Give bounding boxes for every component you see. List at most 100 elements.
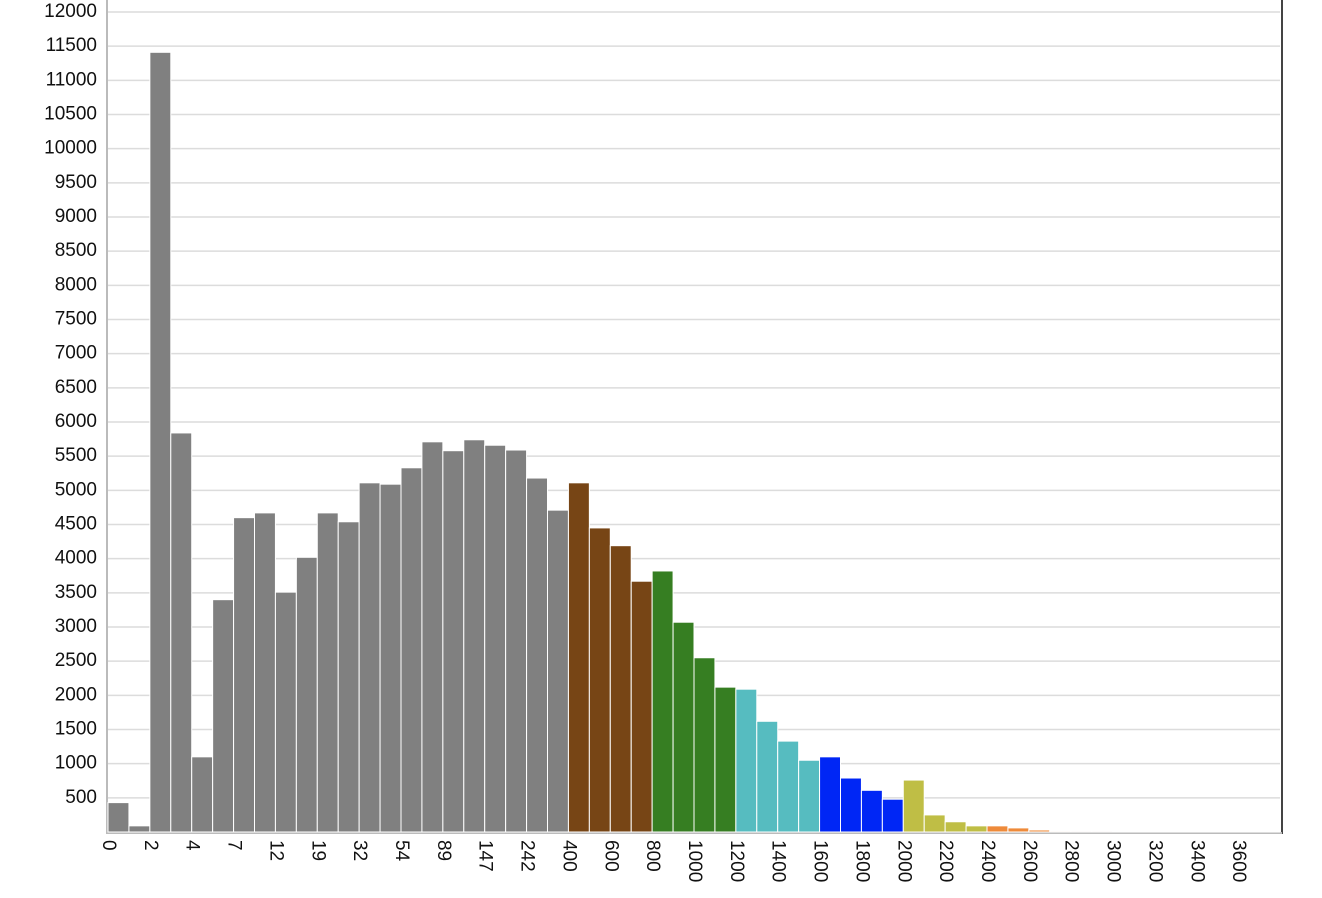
y-tick-label: 9000 xyxy=(55,206,97,227)
y-tick-label: 11000 xyxy=(46,69,97,90)
bar xyxy=(965,825,988,833)
bar xyxy=(400,467,423,833)
bar xyxy=(379,483,402,833)
bar xyxy=(714,686,737,833)
y-tick-label: 3500 xyxy=(55,582,97,603)
bar xyxy=(819,756,841,833)
y-tick-label: 8000 xyxy=(55,274,97,295)
x-tick-label: 2400 xyxy=(977,840,998,882)
x-tick-label: 32 xyxy=(349,840,370,861)
y-tick-label: 8500 xyxy=(55,240,97,261)
bar xyxy=(944,821,967,833)
y-tick-label: 11500 xyxy=(46,35,97,56)
x-tick-label: 0 xyxy=(98,840,119,851)
bar xyxy=(630,580,653,833)
x-tick-label: 2000 xyxy=(893,840,914,882)
x-tick-label: 600 xyxy=(600,840,621,872)
x-tick-label: 147 xyxy=(475,840,496,872)
x-tick-label: 19 xyxy=(307,840,328,861)
bar xyxy=(463,439,486,833)
bar xyxy=(212,599,235,833)
bar xyxy=(986,825,1009,833)
bar xyxy=(609,545,632,833)
bar xyxy=(672,621,695,833)
bar xyxy=(191,756,214,833)
y-tick-label: 10000 xyxy=(44,138,97,159)
bar xyxy=(840,777,862,833)
bar xyxy=(505,449,528,833)
x-tick-label: 4 xyxy=(182,840,203,851)
bar xyxy=(651,570,674,833)
bar xyxy=(128,825,151,833)
x-tick-label: 3000 xyxy=(1103,840,1124,882)
x-tick-label: 3400 xyxy=(1186,840,1207,882)
bar xyxy=(756,720,779,833)
y-tick-label: 7500 xyxy=(55,309,97,330)
bar xyxy=(902,779,925,833)
bar xyxy=(316,512,339,833)
x-tick-label: 2600 xyxy=(1019,840,1040,882)
bar xyxy=(735,688,758,833)
bar xyxy=(526,477,548,833)
y-tick-label: 5500 xyxy=(55,445,97,466)
bar xyxy=(233,517,255,833)
bar xyxy=(547,509,569,833)
bar xyxy=(881,798,904,833)
y-tick-label: 3000 xyxy=(55,616,97,637)
x-tick-label: 1000 xyxy=(684,840,705,882)
bar xyxy=(274,591,297,833)
y-tick-label: 2000 xyxy=(55,684,97,705)
bar xyxy=(295,556,318,833)
y-tick-label: 4500 xyxy=(55,514,97,535)
y-tick-label: 9500 xyxy=(55,172,97,193)
bar xyxy=(567,482,590,833)
x-tick-label: 12 xyxy=(265,840,286,861)
x-tick-label: 7 xyxy=(224,840,245,851)
x-tick-label: 1200 xyxy=(726,840,747,882)
y-tick-label: 1500 xyxy=(55,719,97,740)
bar xyxy=(254,512,276,833)
x-tick-label: 1600 xyxy=(810,840,831,882)
y-tick-label: 5000 xyxy=(55,479,97,500)
bar xyxy=(1049,830,1072,833)
bar xyxy=(421,441,444,833)
bar xyxy=(1070,830,1093,833)
bar xyxy=(798,759,821,833)
y-tick-label: 1000 xyxy=(55,753,97,774)
bar xyxy=(442,450,465,833)
y-tick-label: 4000 xyxy=(55,548,97,569)
y-tick-label: 10500 xyxy=(44,104,97,125)
x-tick-label: 1800 xyxy=(851,840,872,882)
x-tick-label: 1400 xyxy=(768,840,789,882)
bar xyxy=(923,814,946,833)
bar xyxy=(1028,829,1051,833)
y-tick-label: 6500 xyxy=(55,377,97,398)
bar xyxy=(693,657,716,833)
bar xyxy=(170,432,193,833)
y-tick-label: 500 xyxy=(65,787,97,808)
y-tick-label: 12000 xyxy=(44,1,97,22)
y-tick-label: 6000 xyxy=(55,411,97,432)
bar xyxy=(1007,827,1030,833)
bar xyxy=(1091,830,1114,833)
bar xyxy=(149,51,172,833)
x-tick-label: 54 xyxy=(391,840,412,862)
bar xyxy=(358,482,381,833)
x-tick-label: 89 xyxy=(433,840,454,861)
x-tick-label: 400 xyxy=(558,840,579,872)
bar xyxy=(337,521,360,833)
bar xyxy=(107,802,130,833)
x-tick-label: 800 xyxy=(642,840,663,872)
x-tick-label: 3600 xyxy=(1228,840,1249,882)
y-tick-label: 2500 xyxy=(55,650,97,671)
x-tick-label: 2200 xyxy=(935,840,956,882)
x-tick-label: 2 xyxy=(140,840,161,851)
x-tick-label: 242 xyxy=(517,840,538,872)
y-tick-label: 7000 xyxy=(55,343,97,364)
bar xyxy=(588,527,611,833)
x-tick-label: 3200 xyxy=(1144,840,1165,882)
x-tick-label: 2800 xyxy=(1061,840,1082,882)
bar xyxy=(484,444,507,833)
bar xyxy=(860,789,883,833)
